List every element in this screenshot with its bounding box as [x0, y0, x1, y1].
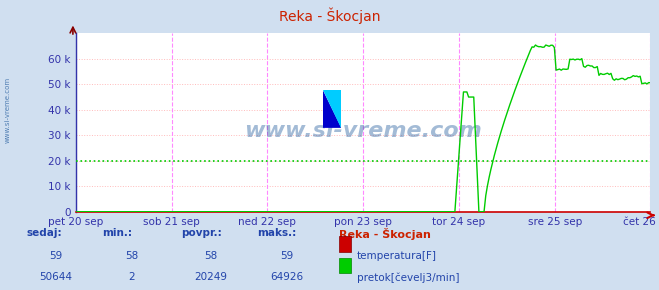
- Text: Reka - Škocjan: Reka - Škocjan: [279, 7, 380, 24]
- Text: povpr.:: povpr.:: [181, 228, 222, 238]
- Text: 58: 58: [204, 251, 217, 261]
- Text: 2: 2: [129, 272, 135, 282]
- Text: temperatura[F]: temperatura[F]: [357, 251, 436, 261]
- Text: www.si-vreme.com: www.si-vreme.com: [5, 77, 11, 143]
- Polygon shape: [323, 90, 341, 128]
- Text: pretok[čevelj3/min]: pretok[čevelj3/min]: [357, 272, 459, 282]
- Text: 20249: 20249: [194, 272, 227, 282]
- Text: min.:: min.:: [102, 228, 132, 238]
- Text: 58: 58: [125, 251, 138, 261]
- Text: 59: 59: [49, 251, 63, 261]
- Text: 64926: 64926: [270, 272, 303, 282]
- Text: Reka - Škocjan: Reka - Škocjan: [339, 228, 431, 240]
- Text: 59: 59: [280, 251, 293, 261]
- Text: 50644: 50644: [40, 272, 72, 282]
- Text: maks.:: maks.:: [257, 228, 297, 238]
- Polygon shape: [323, 90, 341, 128]
- Text: www.si-vreme.com: www.si-vreme.com: [244, 122, 482, 142]
- Text: sedaj:: sedaj:: [26, 228, 62, 238]
